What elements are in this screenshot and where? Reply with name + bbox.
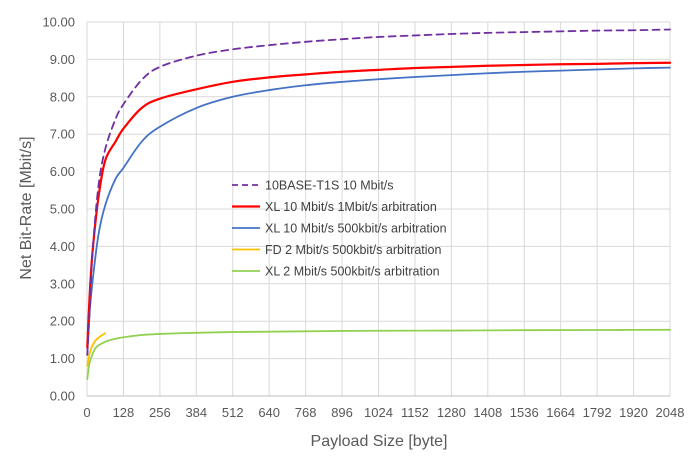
legend-label-1: XL 10 Mbit/s 1Mbit/s arbitration — [265, 200, 437, 214]
series-line-1 — [86, 61, 672, 349]
y-axis-title: Net Bit-Rate [Mbit/s] — [18, 136, 35, 279]
axes: 0.00 1.00 2.00 3.00 4.00 5.00 6.00 7.00 8.00 9.00… — [42, 15, 684, 421]
y-tick-label: 5.00 — [50, 202, 75, 217]
series-line-0 — [86, 28, 671, 356]
x-tick-label: 896 — [331, 405, 353, 420]
x-tick-label: 1408 — [473, 405, 502, 420]
x-tick-label: 256 — [149, 405, 171, 420]
x-tick-label: 1152 — [401, 405, 429, 420]
y-tick-label: 3.00 — [50, 276, 75, 291]
x-tick-label: 1024 — [364, 405, 393, 420]
y-tick-label: 0.00 — [50, 389, 75, 404]
x-tick-label: 1536 — [510, 405, 539, 420]
y-tick-label: 9.00 — [50, 52, 75, 67]
x-axis-title: Payload Size [byte] — [311, 433, 448, 450]
y-tick-label: 1.00 — [50, 351, 75, 366]
x-tick-label: 384 — [185, 405, 207, 420]
x-tick-label: 128 — [113, 405, 135, 420]
x-tick-label: 2048 — [656, 405, 685, 420]
x-tick-label: 640 — [258, 405, 280, 420]
series-line-2 — [86, 66, 671, 356]
legend-label-3: FD 2 Mbit/s 500kbit/s arbitration — [265, 243, 442, 257]
x-tick-label: 512 — [222, 405, 244, 420]
series-line-4 — [86, 328, 671, 381]
y-tick-label: 6.00 — [50, 164, 75, 179]
x-tick-label: 1920 — [619, 405, 648, 420]
x-tick-label: 1664 — [546, 405, 575, 420]
y-tick-label: 7.00 — [50, 127, 75, 142]
legend: 10BASE-T1S 10 Mbit/s XL 10 Mbit/s 1Mbit/s… — [232, 179, 447, 279]
x-tick-label: 0 — [83, 405, 90, 420]
legend-label-4: XL 2 Mbit/s 500kbit/s arbitration — [265, 265, 440, 279]
legend-label-0: 10BASE-T1S 10 Mbit/s — [265, 179, 394, 193]
x-tick-label: 768 — [295, 405, 317, 420]
x-tick-label: 1280 — [437, 405, 466, 420]
y-tick-label: 4.00 — [50, 239, 75, 254]
y-tick-label: 10.00 — [42, 15, 75, 30]
series-line-3 — [86, 332, 107, 367]
x-tick-label: 1792 — [583, 405, 612, 420]
y-tick-label: 2.00 — [50, 314, 75, 329]
plot-area — [86, 28, 672, 381]
legend-label-2: XL 10 Mbit/s 500kbit/s arbitration — [265, 222, 447, 236]
y-tick-label: 8.00 — [50, 89, 75, 104]
